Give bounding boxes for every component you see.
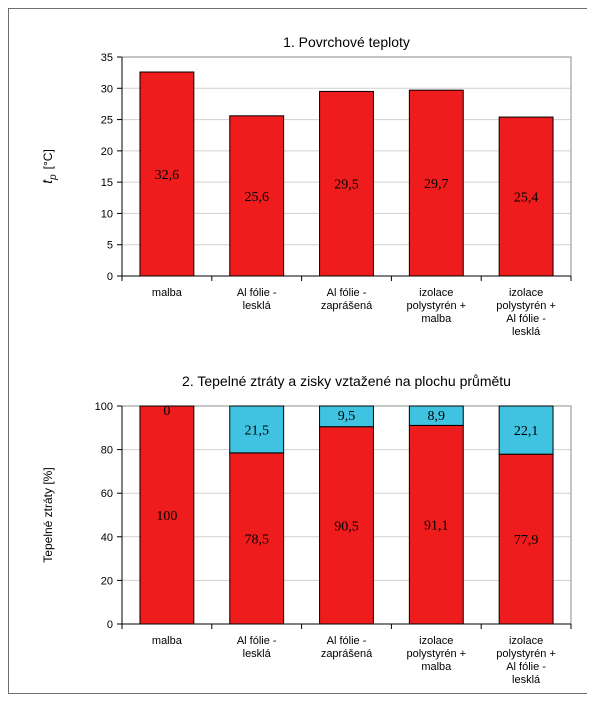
figure-frame: [8, 8, 587, 694]
y-tick-label: 60: [101, 488, 113, 500]
y-tick-label: 10: [101, 208, 113, 220]
category-label: malba: [152, 635, 183, 647]
bar: [229, 115, 285, 277]
category-label: izolace: [419, 287, 453, 299]
category-label: Al fólie -: [327, 635, 367, 647]
bar: [319, 90, 374, 277]
data-label: 22,1: [514, 424, 539, 439]
category-label: Al fólie -: [506, 661, 546, 673]
y-tick-label: 40: [101, 532, 113, 544]
y-tick-label: 0: [107, 619, 113, 631]
category-label: lesklá: [243, 648, 272, 660]
category-label: izolace: [509, 287, 543, 299]
data-label: 100: [156, 509, 177, 524]
category-label: polystyrén +: [406, 648, 466, 660]
y-axis-symbol: t: [39, 179, 55, 184]
bar: [498, 116, 554, 277]
chart-title: 2. Tepelné ztráty a zisky vztažené na pl…: [182, 373, 511, 389]
data-label: 0: [163, 404, 170, 419]
category-label: Al fólie -: [327, 287, 367, 299]
category-label: izolace: [419, 635, 453, 647]
data-label: 29,5: [334, 178, 359, 193]
category-label: malba: [421, 661, 452, 673]
y-tick-label: 5: [107, 240, 113, 252]
y-tick-label: 20: [101, 575, 113, 587]
y-tick-label: 35: [101, 52, 113, 64]
data-label: 9,5: [338, 409, 356, 424]
y-axis-subscript: p: [48, 174, 59, 181]
data-label: 8,9: [428, 409, 446, 424]
data-label: 78,5: [244, 532, 269, 547]
category-label: lesklá: [512, 674, 541, 686]
bar: [139, 71, 195, 277]
y-tick-label: 30: [101, 83, 113, 95]
category-label: polystyrén +: [496, 300, 556, 312]
data-label: 91,1: [424, 519, 449, 534]
bar: [319, 426, 374, 625]
data-label: 29,7: [424, 177, 449, 192]
category-label: izolace: [509, 635, 543, 647]
data-label: 25,6: [244, 190, 269, 205]
data-label: 32,6: [155, 168, 180, 183]
y-tick-label: 25: [101, 115, 113, 127]
category-label: malba: [152, 287, 183, 299]
category-label: malba: [421, 313, 452, 325]
category-label: Al fólie -: [237, 287, 277, 299]
bar: [229, 405, 285, 454]
data-label: 90,5: [334, 519, 359, 534]
bar: [408, 89, 464, 277]
bar: [319, 405, 374, 428]
category-label: Al fólie -: [506, 313, 546, 325]
y-axis-unit: [°C]: [41, 149, 55, 169]
bar: [408, 424, 464, 625]
category-label: polystyrén +: [406, 300, 466, 312]
bar: [408, 405, 464, 426]
category-label: zaprášená: [321, 300, 373, 312]
category-label: lesklá: [512, 326, 541, 338]
y-axis-label: Tepelné ztráty [%]: [41, 467, 55, 562]
bar: [498, 405, 554, 455]
y-tick-label: 100: [95, 401, 113, 413]
y-tick-label: 15: [101, 177, 113, 189]
bar: [139, 405, 195, 625]
bar: [498, 453, 554, 625]
category-label: polystyrén +: [496, 648, 556, 660]
chart-title: 1. Povrchové teploty: [283, 34, 410, 50]
y-tick-label: 20: [101, 146, 113, 158]
bar: [229, 452, 285, 625]
category-label: Al fólie -: [237, 635, 277, 647]
data-label: 21,5: [244, 423, 269, 438]
y-tick-label: 0: [107, 271, 113, 283]
y-axis-label: tp [°C]: [39, 149, 59, 184]
data-label: 77,9: [514, 533, 539, 548]
category-label: zaprášená: [321, 648, 373, 660]
y-tick-label: 80: [101, 445, 113, 457]
category-label: lesklá: [243, 300, 272, 312]
data-label: 25,4: [514, 191, 539, 206]
